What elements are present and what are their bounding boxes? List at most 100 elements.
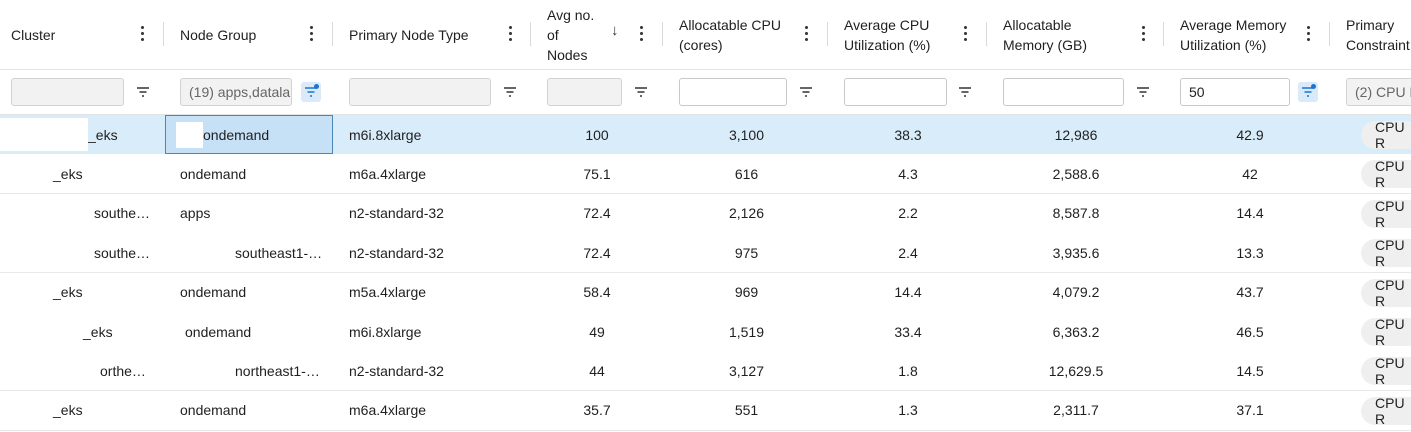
cell-cluster[interactable]: _eks xyxy=(0,312,163,351)
cell-nodes[interactable]: 35.7 xyxy=(547,391,647,430)
column-divider[interactable] xyxy=(986,22,987,46)
cell-mem[interactable]: 12,629.5 xyxy=(1003,351,1149,390)
header-allocatable-memory[interactable]: Allocatable Memory (GB) xyxy=(1003,0,1133,69)
filter-active-icon[interactable] xyxy=(301,82,321,102)
cell-mem[interactable]: 2,588.6 xyxy=(1003,154,1149,193)
cell-cpu[interactable]: 2,126 xyxy=(679,194,814,233)
cell-mem-util[interactable]: 14.5 xyxy=(1180,351,1320,390)
cell-cpu-util[interactable]: 4.3 xyxy=(844,154,972,193)
cell-cluster[interactable]: _eks xyxy=(0,115,163,154)
cell-mem[interactable]: 12,986 xyxy=(1003,115,1149,154)
cell-mem-util[interactable]: 37.1 xyxy=(1180,391,1320,430)
primary-node-type-filter-input[interactable] xyxy=(349,78,491,106)
header-average-memory[interactable]: Average Memory Utilization (%) xyxy=(1180,0,1300,69)
filter-icon[interactable] xyxy=(631,82,651,102)
filter-icon[interactable] xyxy=(796,82,816,102)
filter-icon[interactable] xyxy=(955,82,975,102)
cell-type[interactable]: m6i.8xlarge xyxy=(349,312,529,351)
cell-node-group[interactable]: northeast1-… xyxy=(165,351,333,390)
cell-mem[interactable]: 2,311.7 xyxy=(1003,391,1149,430)
cell-cpu-util[interactable]: 14.4 xyxy=(844,273,972,312)
table-row[interactable]: _eks ondemand m5a.4xlarge 58.4 969 14.4 4,079.… xyxy=(0,272,1411,313)
column-divider[interactable] xyxy=(530,22,531,46)
constraint-chip[interactable]: CPU R xyxy=(1361,158,1411,190)
filter-icon[interactable] xyxy=(500,82,520,102)
cell-mem-util[interactable]: 46.5 xyxy=(1180,312,1320,351)
cell-cpu[interactable]: 969 xyxy=(679,273,814,312)
cell-cpu[interactable]: 1,519 xyxy=(679,312,814,351)
header-node-group[interactable]: Node Group xyxy=(180,0,320,69)
header-average-cpu[interactable]: Average CPU Utilization (%) xyxy=(844,0,964,69)
table-row[interactable]: southe… apps n2-standard-32 72.4 2,126 2.2 8,5… xyxy=(0,193,1411,234)
constraint-chip[interactable]: CPU R xyxy=(1361,355,1411,387)
cell-cluster[interactable]: _eks xyxy=(0,391,163,430)
cell-type[interactable]: m6a.4xlarge xyxy=(349,154,529,193)
cell-mem[interactable]: 4,079.2 xyxy=(1003,273,1149,312)
header-avg-nodes[interactable]: Avg no. of Nodes xyxy=(547,0,617,69)
cell-node-group[interactable]: ondemand xyxy=(165,154,333,193)
column-menu-icon[interactable] xyxy=(799,22,813,44)
cell-mem-util[interactable]: 14.4 xyxy=(1180,194,1320,233)
cell-type[interactable]: n2-standard-32 xyxy=(349,233,529,272)
table-row[interactable]: _eks ondemand m6a.4xlarge 75.1 616 4.3 2,588.6… xyxy=(0,154,1411,195)
cell-mem[interactable]: 3,935.6 xyxy=(1003,233,1149,272)
cell-cluster[interactable]: _eks xyxy=(0,273,163,312)
constraint-chip[interactable]: CPU R xyxy=(1361,119,1411,151)
cell-node-group[interactable]: ondemand xyxy=(165,312,333,351)
filter-icon[interactable] xyxy=(1133,82,1153,102)
cell-cluster[interactable]: southe… xyxy=(0,233,163,272)
cell-type[interactable]: m5a.4xlarge xyxy=(349,273,529,312)
allocatable-cpu-filter-input[interactable] xyxy=(679,78,787,106)
cell-nodes[interactable]: 58.4 xyxy=(547,273,647,312)
cell-cpu-util[interactable]: 38.3 xyxy=(844,115,972,154)
cell-type[interactable]: m6i.8xlarge xyxy=(349,115,529,154)
cell-cpu[interactable]: 3,100 xyxy=(679,115,814,154)
cell-cluster[interactable]: southe… xyxy=(0,194,163,233)
table-row[interactable]: _eks ondemand m6i.8xlarge 49 1,519 33.4 6,363.… xyxy=(0,312,1411,352)
cell-cpu-util[interactable]: 2.2 xyxy=(844,194,972,233)
header-cluster[interactable]: Cluster xyxy=(11,0,151,69)
cell-cpu-util[interactable]: 2.4 xyxy=(844,233,972,272)
column-menu-icon[interactable] xyxy=(503,22,517,44)
constraint-chip[interactable]: CPU R xyxy=(1361,237,1411,269)
cell-node-group[interactable]: ondemand xyxy=(165,391,333,430)
column-divider[interactable] xyxy=(1329,22,1330,46)
sort-descending-icon[interactable]: ↓ xyxy=(611,22,619,39)
cell-mem-util[interactable]: 43.7 xyxy=(1180,273,1320,312)
filter-icon[interactable] xyxy=(133,82,153,102)
cell-cpu[interactable]: 3,127 xyxy=(679,351,814,390)
cell-nodes[interactable]: 72.4 xyxy=(547,194,647,233)
column-menu-icon[interactable] xyxy=(958,22,972,44)
cell-mem-util[interactable]: 42 xyxy=(1180,154,1320,193)
avg-nodes-filter-input[interactable] xyxy=(547,78,622,106)
average-cpu-filter-input[interactable] xyxy=(844,78,947,106)
column-menu-icon[interactable] xyxy=(304,22,318,44)
cell-cpu[interactable]: 975 xyxy=(679,233,814,272)
cell-cpu-util[interactable]: 1.8 xyxy=(844,351,972,390)
constraint-chip[interactable]: CPU R xyxy=(1361,277,1411,309)
table-row[interactable]: _eks ondemand m6a.4xlarge 35.7 551 1.3 2,311.7… xyxy=(0,390,1411,431)
node-group-filter-input[interactable]: (19) apps,datalal xyxy=(180,78,292,106)
column-menu-icon[interactable] xyxy=(135,22,149,44)
table-row[interactable]: southe… southeast1-… n2-standard-32 72.4 975… xyxy=(0,233,1411,274)
cluster-filter-input[interactable] xyxy=(11,78,124,106)
cell-cpu[interactable]: 551 xyxy=(679,391,814,430)
filter-active-icon[interactable] xyxy=(1298,82,1318,102)
table-row[interactable]: _eks ondemand m6i.8xlarge 100 3,100 38.3 12,98… xyxy=(0,115,1411,155)
cell-cpu-util[interactable]: 1.3 xyxy=(844,391,972,430)
cell-mem-util[interactable]: 42.9 xyxy=(1180,115,1320,154)
column-divider[interactable] xyxy=(163,22,164,46)
header-allocatable-cpu[interactable]: Allocatable CPU (cores) xyxy=(679,0,809,69)
column-menu-icon[interactable] xyxy=(1136,22,1150,44)
cell-mem-util[interactable]: 13.3 xyxy=(1180,233,1320,272)
cell-type[interactable]: n2-standard-32 xyxy=(349,351,529,390)
cell-type[interactable]: n2-standard-32 xyxy=(349,194,529,233)
allocatable-memory-filter-input[interactable] xyxy=(1003,78,1124,106)
cell-mem[interactable]: 8,587.8 xyxy=(1003,194,1149,233)
cell-type[interactable]: m6a.4xlarge xyxy=(349,391,529,430)
cell-cpu[interactable]: 616 xyxy=(679,154,814,193)
cell-mem[interactable]: 6,363.2 xyxy=(1003,312,1149,351)
column-menu-icon[interactable] xyxy=(634,22,648,44)
cell-nodes[interactable]: 72.4 xyxy=(547,233,647,272)
cell-cluster[interactable]: _eks xyxy=(0,154,163,193)
